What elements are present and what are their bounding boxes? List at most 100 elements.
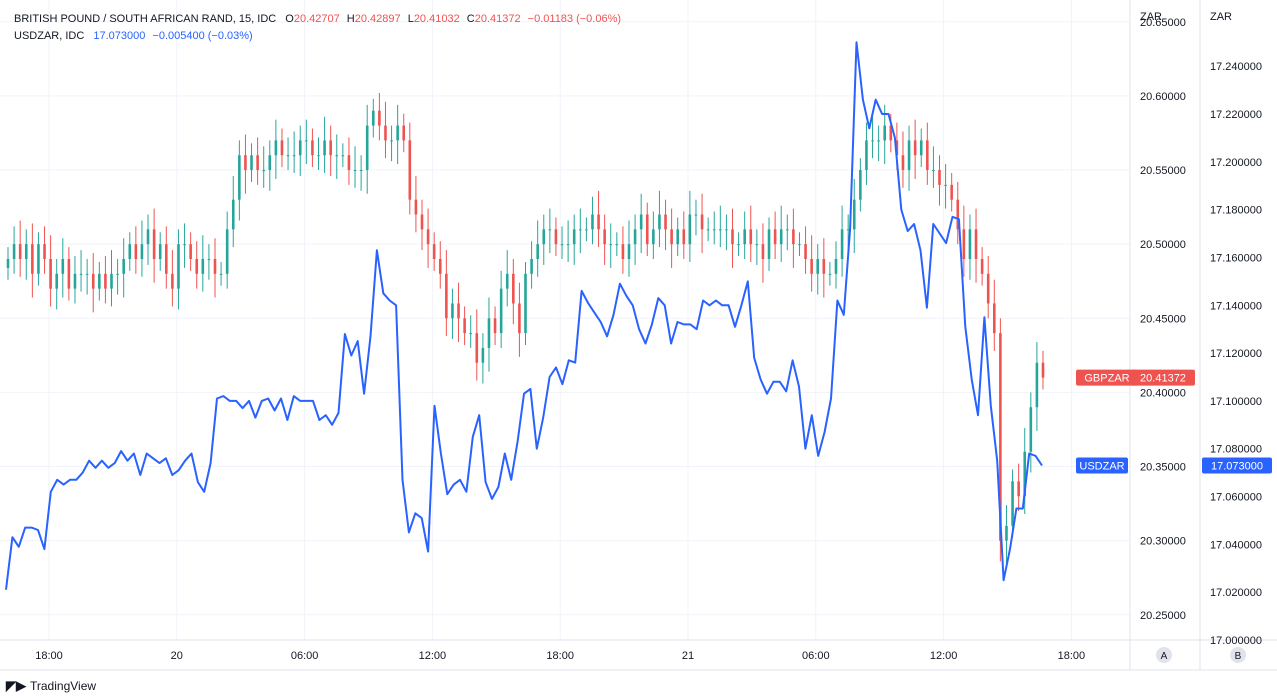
candle-body (475, 333, 479, 363)
candle-body (164, 244, 168, 274)
candle-body (122, 258, 125, 274)
candle-body (548, 229, 552, 231)
candle-body (645, 214, 649, 245)
candle-body (810, 258, 813, 274)
x-tick-label: 06:00 (291, 650, 319, 662)
x-tick-label: 20 (171, 650, 183, 662)
candle-body (189, 244, 192, 259)
candle-body (73, 273, 77, 289)
tradingview-logo[interactable]: ◤▶ TradingView (6, 678, 96, 694)
left-scale-auto-button: A (1161, 651, 1168, 662)
candle-body (292, 155, 296, 157)
candle-body (177, 244, 180, 289)
candle-body (725, 229, 728, 231)
candle-body (305, 140, 308, 142)
candle-body (341, 155, 345, 157)
candle-body (493, 318, 497, 334)
candle-body (615, 244, 619, 246)
candle-body (18, 244, 22, 259)
candle-body (816, 258, 820, 274)
candle-body (785, 229, 789, 231)
candle-body (85, 273, 89, 275)
y-left-tick-label: 20.55000 (1140, 165, 1186, 177)
candle-body (560, 244, 564, 246)
gbpzar-name-badge: GBPZAR (1084, 373, 1129, 385)
candle-body (55, 273, 59, 289)
candle-body (116, 273, 119, 275)
candle-body (1011, 481, 1014, 526)
candle-body (152, 229, 156, 259)
y-right-tick-label: 17.240000 (1210, 61, 1262, 73)
candle-body (1029, 407, 1033, 452)
y-left-tick-label: 20.35000 (1140, 462, 1186, 474)
candle-body (682, 229, 686, 245)
gbpzar-open-label: O (285, 13, 294, 25)
candle-body (231, 199, 235, 230)
candle-body (256, 155, 259, 171)
candle-body (609, 244, 613, 246)
candle-body (104, 273, 107, 289)
candle-body (627, 244, 631, 259)
candle-body (773, 229, 777, 245)
candle-body (834, 258, 838, 274)
candle-body (865, 140, 868, 171)
candle-body (542, 229, 546, 245)
gbpzar-legend[interactable]: BRITISH POUND / SOUTH AFRICAN RAND, 15, … (14, 12, 621, 26)
candle-body (79, 273, 83, 275)
candle-body (98, 273, 101, 289)
candle-body (840, 229, 844, 259)
candle-body (877, 140, 880, 142)
candle-body (213, 258, 217, 274)
candle-body (195, 258, 199, 274)
candle-body (591, 214, 594, 230)
usdzar-price-badge: 17.073000 (1211, 460, 1263, 472)
candle-body (402, 125, 406, 141)
candle-body (1017, 481, 1020, 497)
candle-body (530, 258, 533, 274)
candle-body (128, 244, 132, 259)
x-tick-label: 18:00 (35, 650, 63, 662)
candle-body (225, 229, 229, 274)
candle-body (262, 170, 266, 172)
usdzar-line (5, 41, 1043, 590)
candle-body (384, 125, 387, 141)
gbpzar-open: 20.42707 (293, 13, 340, 25)
candle-body (481, 347, 485, 363)
candle-body (986, 273, 990, 304)
candle-body (743, 229, 746, 245)
candle-body (140, 244, 144, 259)
candle-body (913, 140, 917, 156)
candle-body (1005, 525, 1008, 541)
usdzar-price-badge-bg (1202, 457, 1272, 474)
candle-body (518, 303, 521, 334)
candle-body (396, 125, 399, 141)
candle-body (706, 229, 710, 231)
candle-body (524, 273, 527, 334)
usdzar-change: −0.005400 (−0.03%) (152, 30, 253, 42)
right-scale-auto-button: B (1235, 651, 1242, 662)
x-tick-label: 12:00 (930, 650, 958, 662)
candle-body (676, 229, 680, 245)
tradingview-brand-text: TradingView (30, 679, 97, 693)
candle-body (992, 303, 996, 334)
candle-body (317, 155, 320, 157)
candle-body (755, 244, 759, 246)
candle-body (201, 258, 205, 274)
candle-body (694, 214, 698, 216)
candle-body (12, 244, 16, 259)
candle-body (487, 318, 491, 348)
candle-body (365, 125, 369, 171)
candle-body (6, 258, 10, 268)
candle-body (91, 273, 95, 289)
candle-body (353, 170, 357, 172)
y-right-tick-label: 17.100000 (1210, 396, 1262, 408)
usdzar-legend[interactable]: USDZAR, IDC 17.073000 −0.005400 (−0.03%) (14, 29, 253, 43)
y-right-tick-label: 17.220000 (1210, 109, 1262, 121)
candle-body (950, 184, 953, 200)
candle-body (779, 229, 783, 245)
y-right-tick-label: 17.040000 (1210, 539, 1262, 551)
candle-body (37, 244, 40, 274)
candle-body (652, 229, 655, 245)
gbpzar-high: 20.42897 (354, 13, 401, 25)
